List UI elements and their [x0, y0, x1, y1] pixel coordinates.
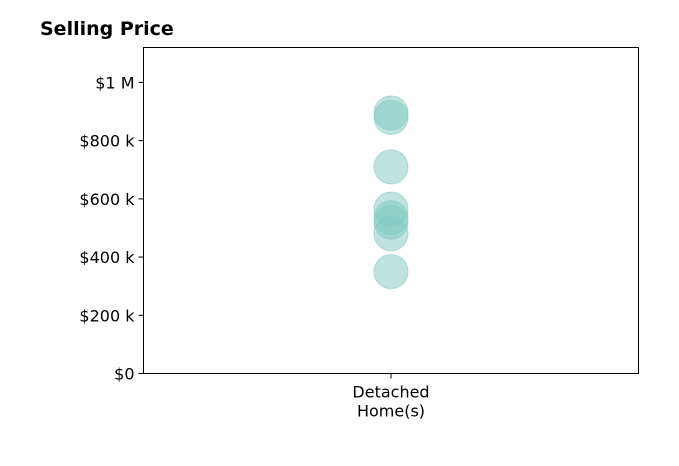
- x-axis: Detached Home(s): [352, 373, 430, 421]
- y-tick-label: $200 k: [79, 306, 135, 325]
- x-tick-label-line: Home(s): [357, 402, 425, 421]
- chart-title: Selling Price: [40, 18, 174, 40]
- y-tick-label: $1 M: [95, 73, 134, 92]
- y-tick-label: $0: [114, 365, 134, 384]
- data-point: [373, 254, 409, 290]
- y-tick-label: $400 k: [79, 248, 135, 267]
- data-point: [373, 149, 409, 185]
- x-tick-label-line: Detached: [352, 383, 429, 402]
- data-point: [373, 95, 409, 131]
- data-point: [373, 191, 409, 227]
- x-tick-label: Detached Home(s): [352, 383, 429, 421]
- y-axis: $0 $200 k $400 k $600 k $800 k $1 M: [79, 73, 144, 384]
- y-tick-label: $600 k: [79, 190, 135, 209]
- y-tick-label: $800 k: [79, 132, 135, 151]
- data-points: [373, 95, 409, 290]
